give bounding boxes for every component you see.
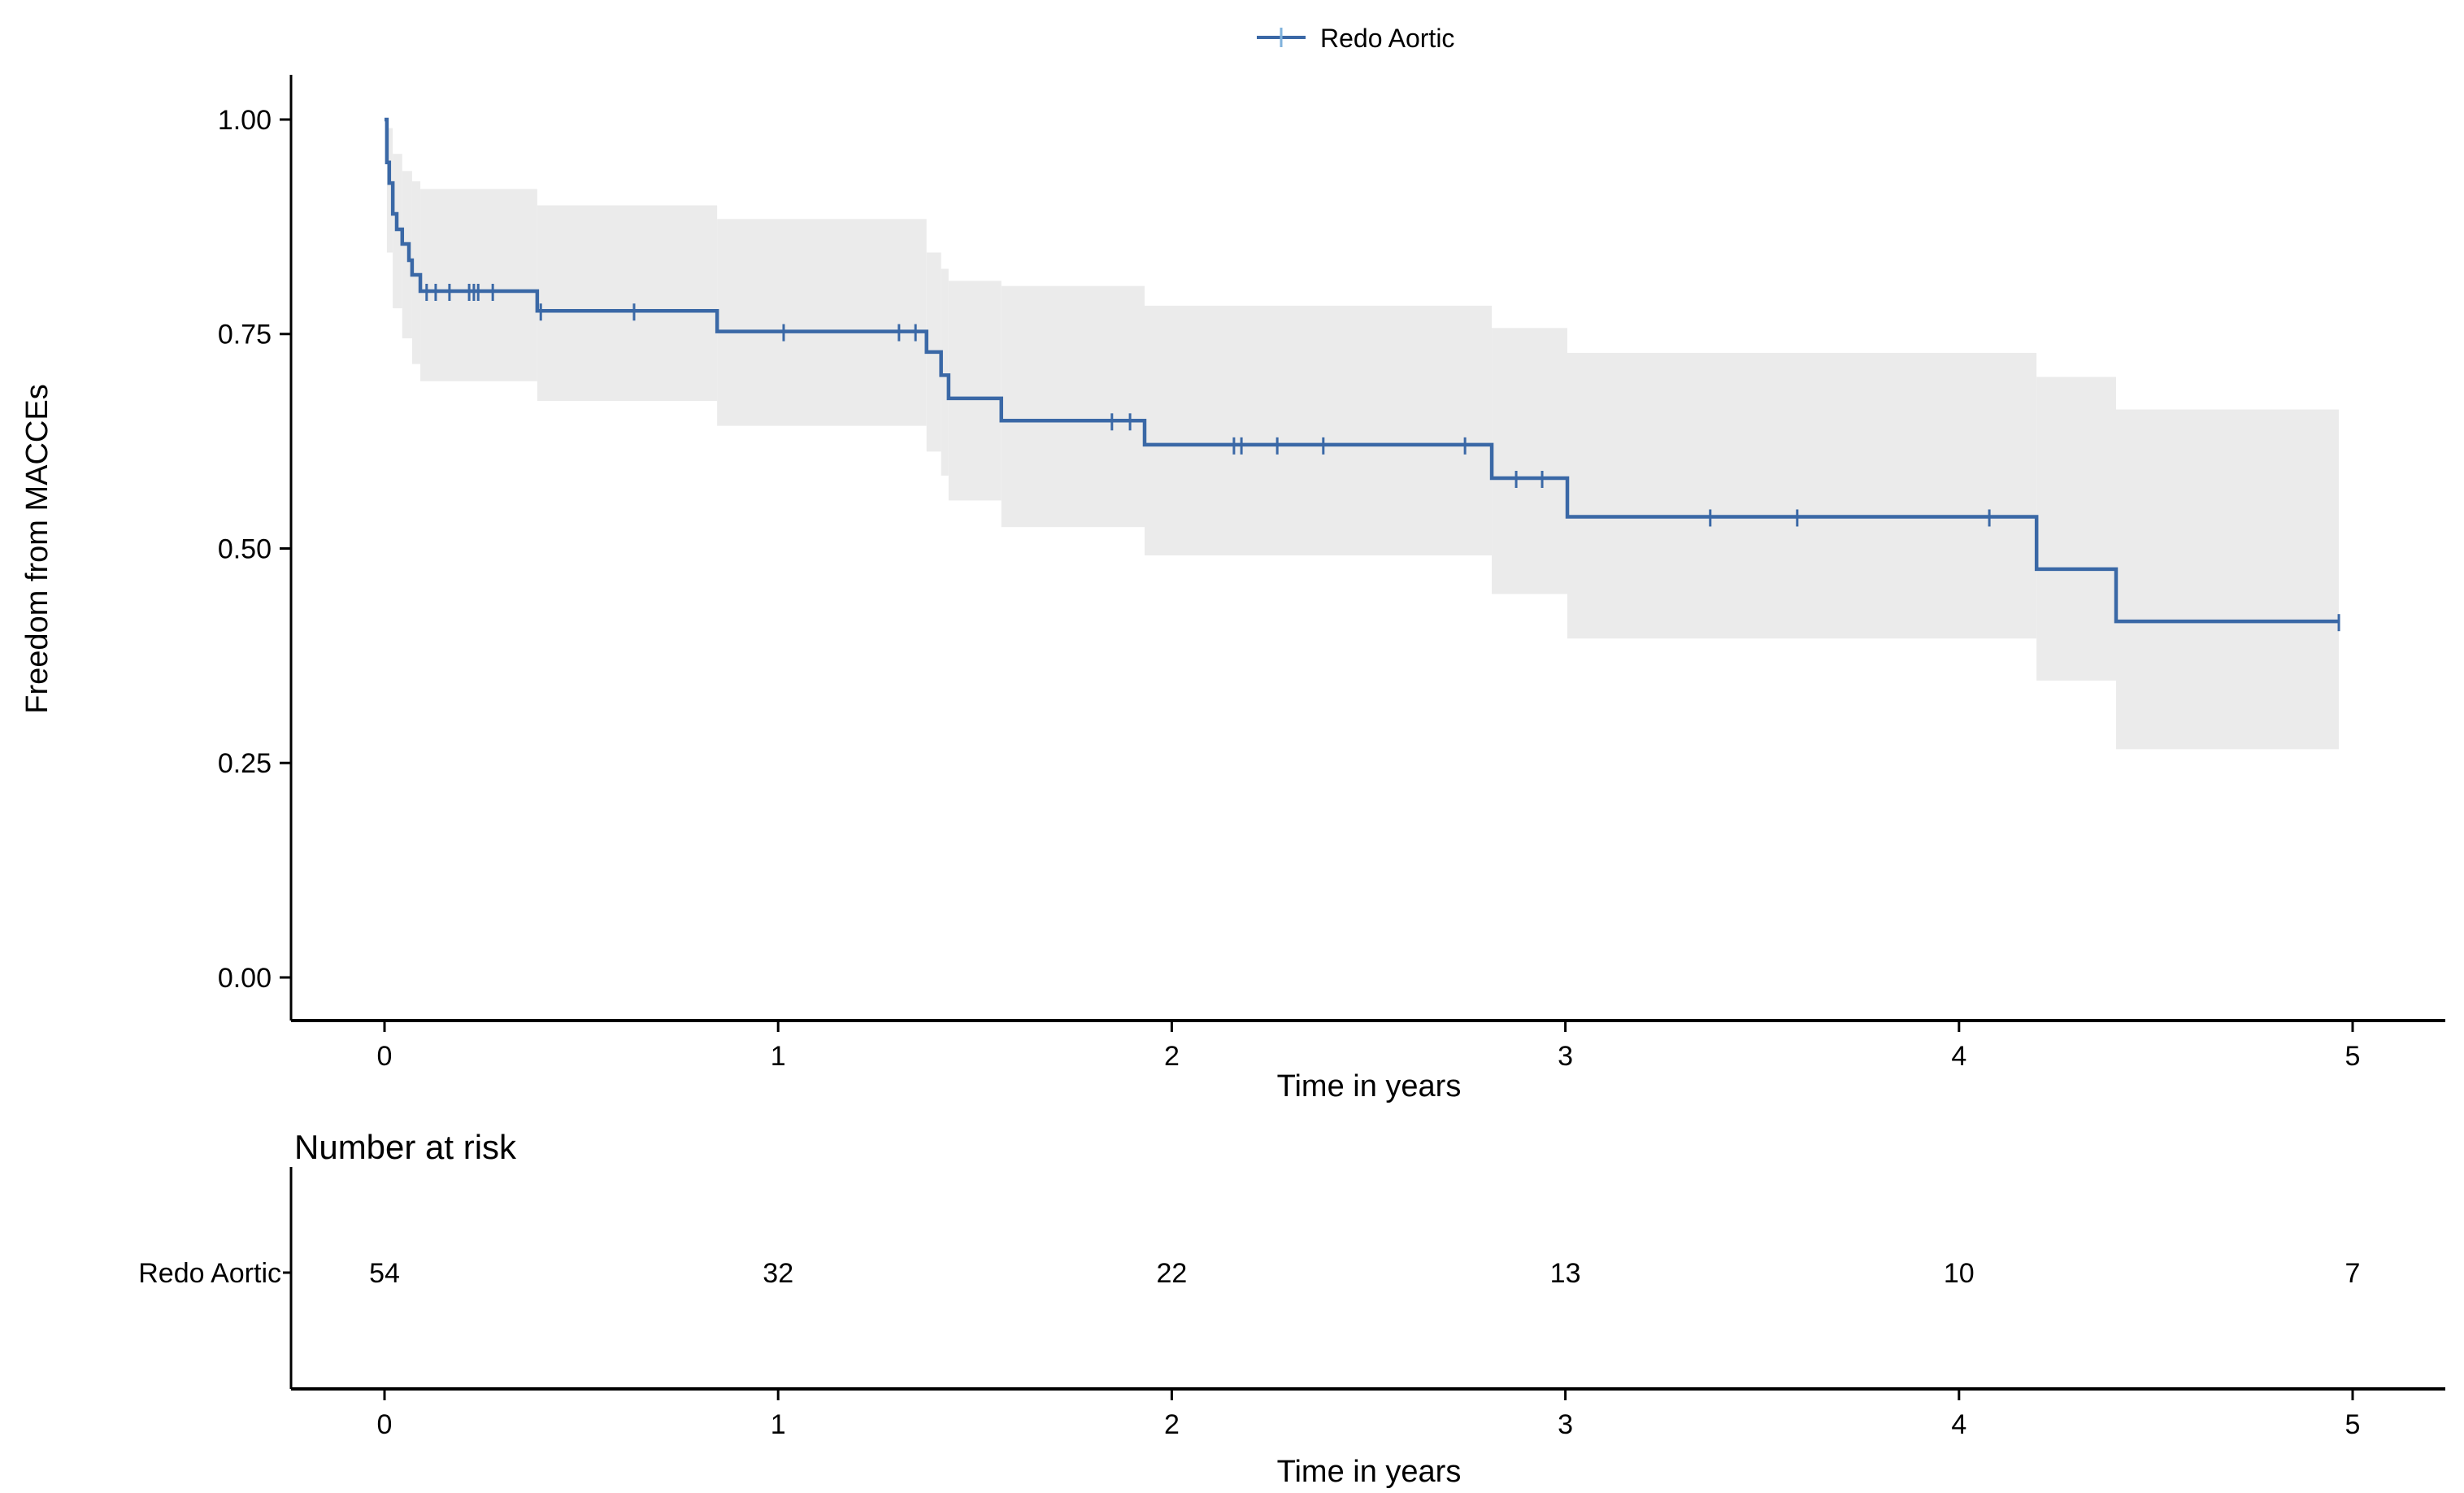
ci-band-segment: [386, 128, 393, 253]
ci-band-segment: [1492, 328, 1568, 594]
y-tick-label: 1.00: [218, 105, 272, 136]
x-tick-label: 2: [1164, 1041, 1180, 1072]
risk-axes: [283, 1167, 2445, 1391]
risk-x-tick-label: 4: [1951, 1409, 1966, 1440]
x-tick-label: 1: [771, 1041, 786, 1072]
risk-x-tick-label: 3: [1558, 1409, 1573, 1440]
ci-band-segment: [1567, 352, 2037, 639]
km-curve: [385, 117, 2340, 624]
ci-band-segment: [411, 181, 421, 364]
risk-x-tick-label: 0: [377, 1409, 393, 1440]
y-axis-title: Freedom from MACCEs: [20, 384, 54, 713]
ci-band-segment: [941, 268, 949, 476]
risk-table-title: Number at risk: [294, 1128, 517, 1166]
y-axis-ticks: 0.00 0.25 0.50 0.75 1.00: [218, 105, 291, 994]
x-tick-label: 4: [1951, 1041, 1966, 1072]
ci-band-segment: [2036, 377, 2116, 681]
risk-axis-ticks: 0 1 2 3 4 5: [377, 1389, 2361, 1440]
x-axis-ticks: 0 1 2 3 4 5: [377, 1021, 2361, 1072]
survival-curve: [385, 117, 2340, 624]
y-tick-label: 0.00: [218, 963, 272, 994]
ci-band-segment: [1144, 305, 1493, 555]
risk-x-axis-title: Time in years: [1277, 1455, 1462, 1489]
risk-x-tick-label: 5: [2345, 1409, 2361, 1440]
ci-band-segment: [1001, 285, 1145, 528]
y-tick-label: 0.25: [218, 748, 272, 779]
risk-value: 22: [1156, 1258, 1187, 1289]
risk-value: 54: [369, 1258, 400, 1289]
risk-values: 54 32 22 13 10 7: [369, 1258, 2360, 1289]
confidence-band: [386, 128, 2340, 750]
legend: Redo Aortic: [1257, 24, 1454, 53]
ci-band-segment: [537, 205, 718, 402]
ci-band-segment: [717, 219, 927, 426]
x-axis-title: Time in years: [1277, 1069, 1462, 1103]
y-tick-label: 0.50: [218, 533, 272, 564]
risk-value: 32: [763, 1258, 793, 1289]
risk-value: 13: [1550, 1258, 1581, 1289]
risk-row-label: Redo Aortic: [138, 1258, 281, 1289]
risk-x-tick-label: 2: [1164, 1409, 1180, 1440]
risk-x-tick-label: 1: [771, 1409, 786, 1440]
censor-marks: [425, 284, 2340, 632]
x-tick-label: 3: [1558, 1041, 1573, 1072]
x-tick-label: 5: [2345, 1041, 2361, 1072]
risk-value: 10: [1944, 1258, 1975, 1289]
ci-band-segment: [2115, 409, 2340, 750]
ci-band-segment: [948, 281, 1002, 501]
y-tick-label: 0.75: [218, 320, 272, 350]
legend-label: Redo Aortic: [1320, 24, 1454, 53]
x-tick-label: 0: [377, 1041, 393, 1072]
risk-value: 7: [2345, 1258, 2361, 1289]
